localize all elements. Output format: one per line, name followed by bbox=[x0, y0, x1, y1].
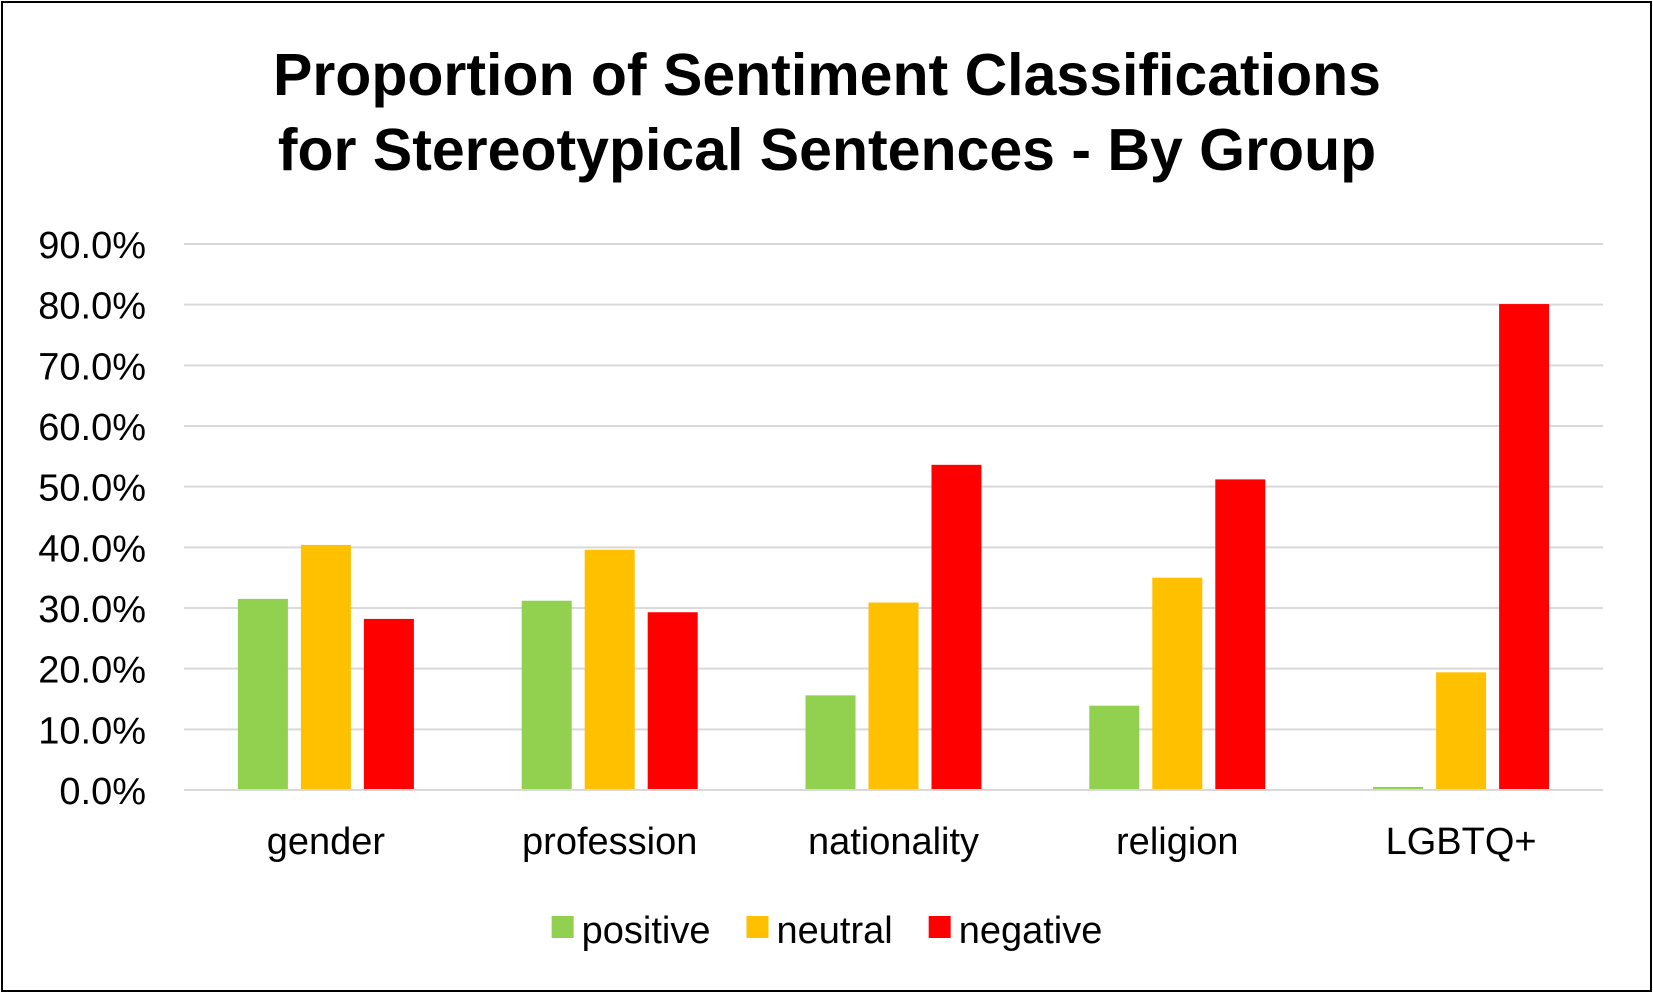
bar-positive-nationality bbox=[805, 695, 856, 790]
x-tick-label: profession bbox=[522, 821, 697, 863]
y-tick-label: 10.0% bbox=[38, 710, 146, 752]
bar-negative-LGBTQ+ bbox=[1499, 304, 1550, 790]
legend-label-positive: positive bbox=[582, 910, 711, 952]
legend-swatch-neutral bbox=[746, 916, 769, 938]
legend-swatch-negative bbox=[928, 916, 951, 938]
bar-negative-nationality bbox=[931, 464, 982, 790]
y-tick-label: 40.0% bbox=[38, 528, 146, 570]
chart-title-line-2: for Stereotypical Sentences - By Group bbox=[278, 117, 1376, 183]
gridlines bbox=[184, 243, 1603, 791]
y-tick-label: 80.0% bbox=[38, 286, 146, 328]
x-tick-label: gender bbox=[267, 821, 386, 863]
y-tick-label: 30.0% bbox=[38, 589, 146, 631]
y-tick-label: 90.0% bbox=[38, 225, 146, 267]
bars bbox=[237, 304, 1550, 790]
bar-neutral-religion bbox=[1152, 577, 1203, 790]
y-tick-label: 60.0% bbox=[38, 407, 146, 449]
bar-positive-profession bbox=[521, 600, 572, 790]
bar-neutral-gender bbox=[300, 544, 351, 790]
bar-negative-profession bbox=[647, 612, 698, 790]
y-tick-label: 50.0% bbox=[38, 468, 146, 510]
bar-neutral-nationality bbox=[868, 602, 919, 790]
y-tick-label: 0.0% bbox=[59, 771, 146, 813]
bar-negative-gender bbox=[363, 618, 414, 790]
y-tick-label: 20.0% bbox=[38, 650, 146, 692]
legend-label-negative: negative bbox=[959, 910, 1103, 952]
legend-label-neutral: neutral bbox=[776, 910, 892, 952]
bar-positive-religion bbox=[1089, 705, 1140, 790]
bar-positive-LGBTQ+ bbox=[1373, 786, 1424, 790]
legend-swatch-positive bbox=[551, 916, 574, 938]
bar-chart: Proportion of Sentiment Classifications … bbox=[38, 42, 1603, 952]
y-axis-ticks: 0.0% 10.0% 20.0% 30.0% 40.0% 50.0% 60.0% 70.0% 8… bbox=[38, 225, 146, 813]
bar-positive-gender bbox=[237, 598, 288, 790]
chart-title-line-1: Proportion of Sentiment Classifications bbox=[273, 42, 1381, 108]
legend: positive neutral negative bbox=[551, 910, 1103, 952]
bar-neutral-LGBTQ+ bbox=[1436, 672, 1487, 790]
x-tick-label: nationality bbox=[808, 821, 979, 863]
x-tick-label: LGBTQ+ bbox=[1386, 821, 1537, 863]
x-tick-label: religion bbox=[1116, 821, 1239, 863]
y-tick-label: 70.0% bbox=[38, 346, 146, 388]
x-axis: gender profession nationality religion LGBTQ… bbox=[184, 789, 1603, 863]
bar-neutral-profession bbox=[584, 549, 635, 790]
bar-negative-religion bbox=[1215, 479, 1266, 790]
